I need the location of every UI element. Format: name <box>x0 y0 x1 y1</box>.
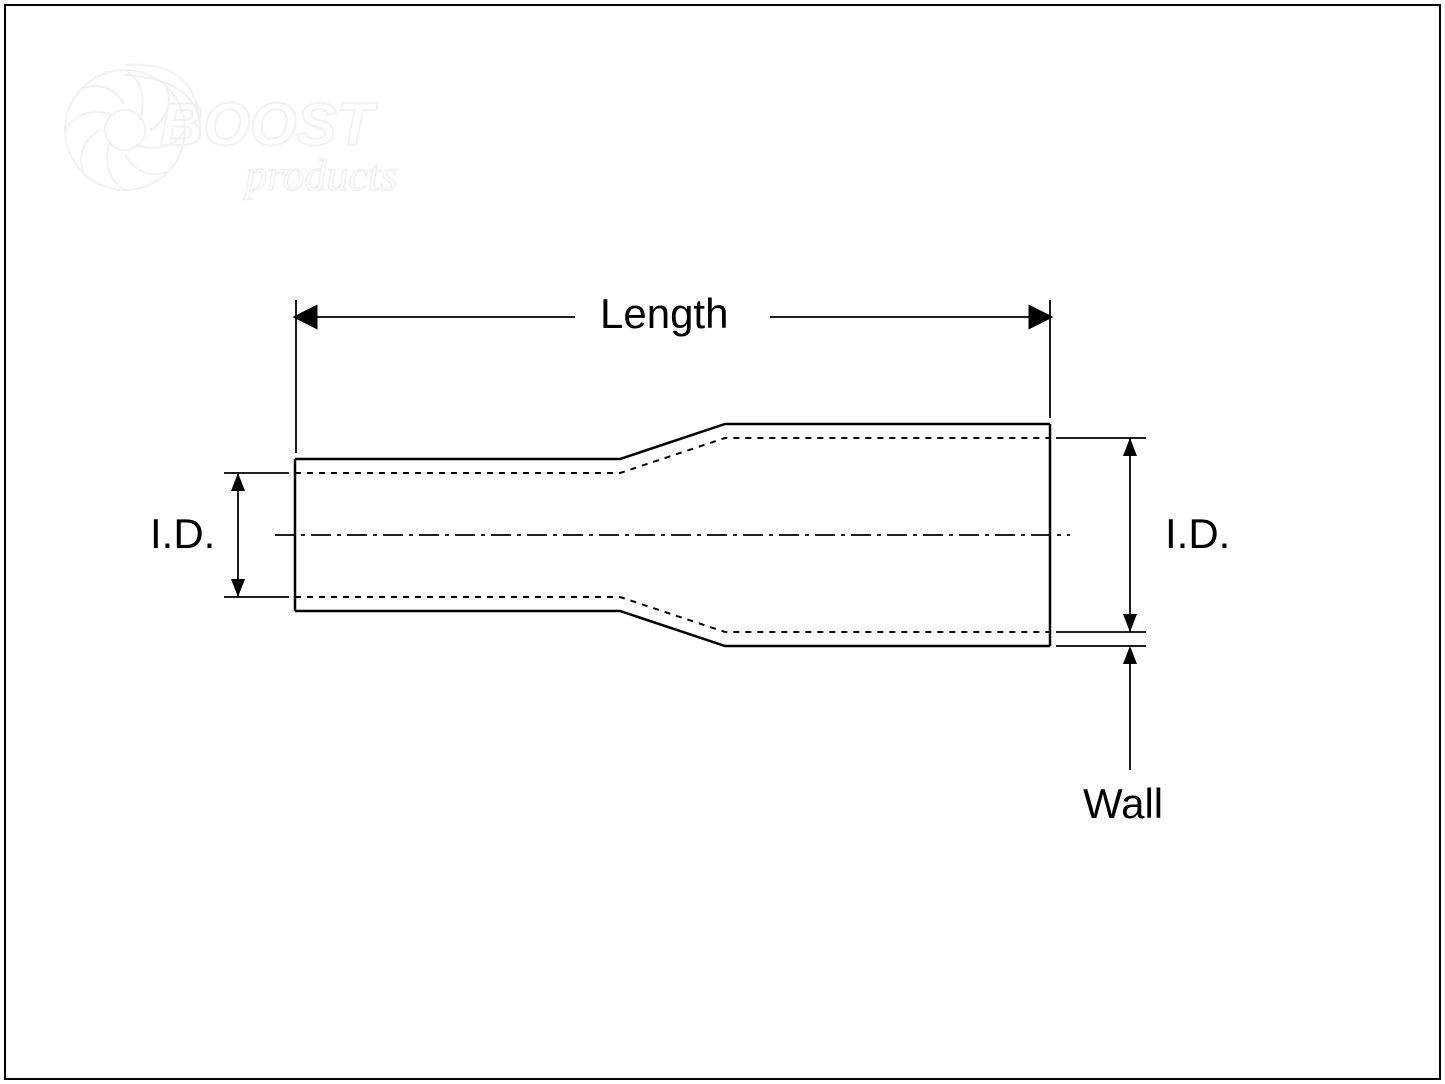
drawing-canvas: BOOST products <box>0 0 1445 1084</box>
label-id-right: I.D. <box>1165 510 1230 558</box>
label-id-left: I.D. <box>150 510 215 558</box>
label-length: Length <box>600 290 728 338</box>
label-wall: Wall <box>1083 780 1163 828</box>
dim-wall <box>1056 646 1146 770</box>
